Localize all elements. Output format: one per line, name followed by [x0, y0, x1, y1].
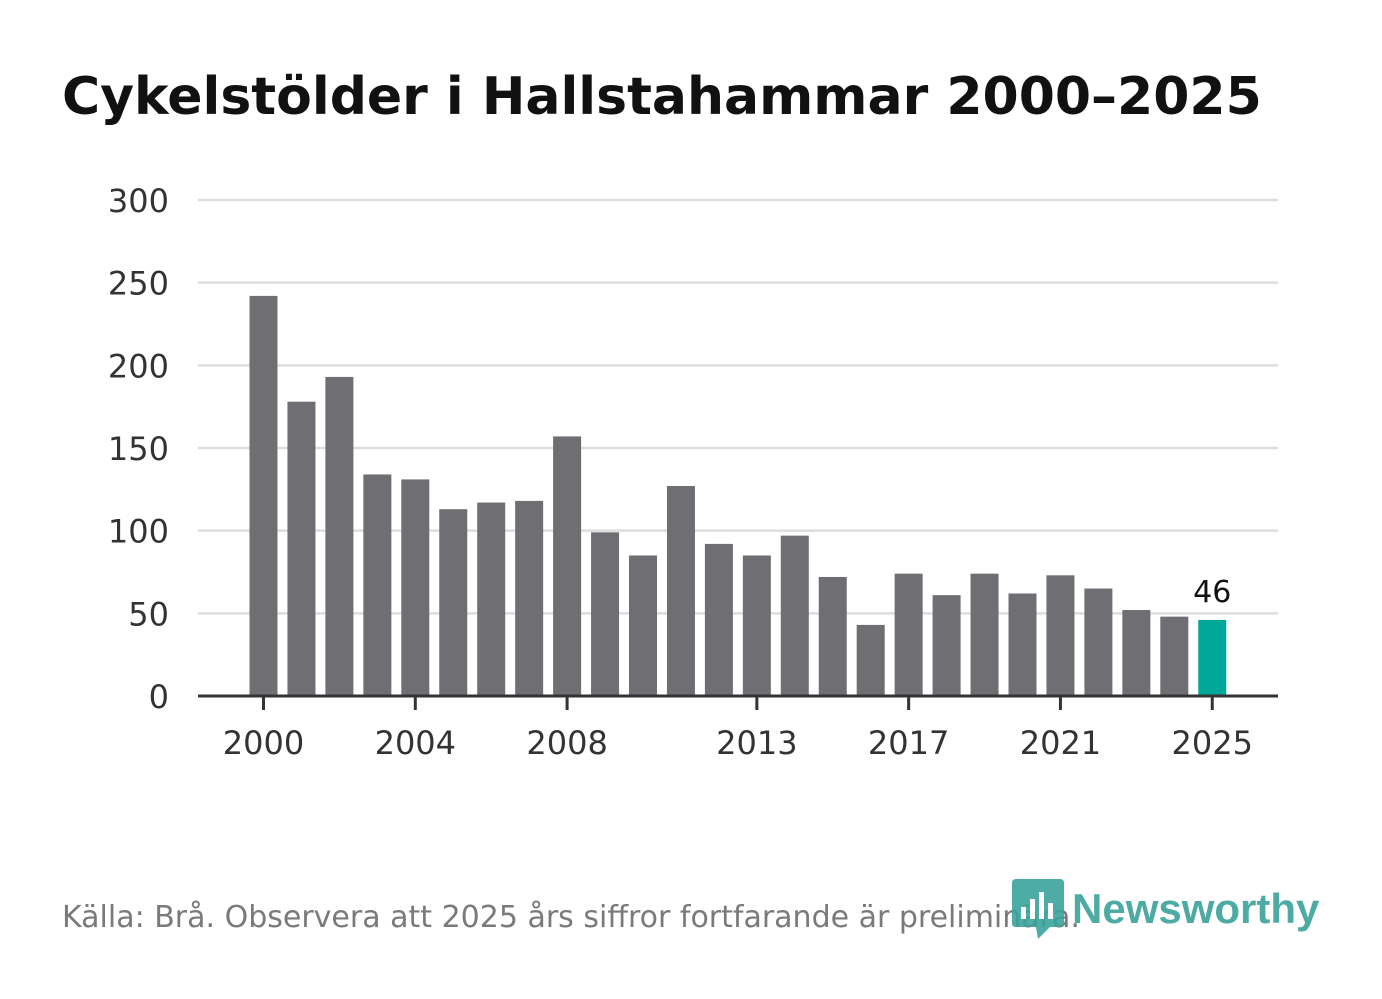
- x-tick-label: 2004: [375, 724, 456, 762]
- x-tick-label: 2013: [716, 724, 797, 762]
- y-tick-label: 150: [108, 430, 169, 468]
- x-tick-label: 2017: [868, 724, 949, 762]
- bar-2009: [591, 532, 620, 696]
- bar-2002: [325, 376, 354, 696]
- bar-2018: [932, 595, 961, 696]
- bar-2023: [1122, 610, 1151, 696]
- y-tick-label: 50: [128, 595, 169, 633]
- chart-title: Cykelstölder i Hallstahammar 2000–2025: [62, 67, 1262, 127]
- bar-2007: [515, 500, 544, 696]
- y-axis-ticks: 0 50 100 150 200 250 300: [108, 182, 169, 716]
- bar-2004: [401, 479, 430, 696]
- gridlines: [198, 198, 1278, 615]
- bar-2019: [970, 573, 999, 696]
- bar-2013: [742, 555, 771, 696]
- bar-2014: [780, 535, 809, 696]
- bar-2011: [666, 486, 695, 696]
- bar-2025: [1198, 619, 1227, 696]
- bar-2020: [1008, 593, 1037, 696]
- logo-wordmark: Newsworthy: [1072, 885, 1320, 932]
- bar-2017: [894, 573, 923, 696]
- bar-2005: [439, 509, 468, 696]
- bar-2008: [553, 436, 582, 696]
- newsworthy-logo-icon: [1012, 879, 1064, 939]
- bars: [249, 295, 1227, 696]
- y-tick-label: 200: [108, 347, 169, 385]
- bar-2001: [287, 401, 316, 696]
- data-labels: 46: [1193, 575, 1231, 610]
- bar-2012: [704, 543, 733, 696]
- bar-2006: [477, 502, 506, 696]
- y-tick-label: 250: [108, 265, 169, 303]
- bar-2010: [629, 555, 657, 696]
- y-tick-label: 100: [108, 513, 169, 551]
- source-note: Källa: Brå. Observera att 2025 års siffr…: [62, 900, 1080, 935]
- bar-2015: [818, 576, 847, 696]
- x-tick-label: 2000: [223, 724, 304, 762]
- bar-2021: [1046, 575, 1075, 696]
- bar-2022: [1084, 588, 1113, 696]
- newsworthy-logo: Newsworthy: [1012, 879, 1319, 939]
- data-label-2025: 46: [1193, 575, 1231, 610]
- x-tick-label: 2021: [1020, 724, 1101, 762]
- x-tick-label: 2008: [526, 724, 607, 762]
- bar-2016: [856, 624, 885, 696]
- y-tick-label: 300: [108, 182, 169, 220]
- bar-2000: [249, 295, 278, 696]
- x-tick-label: 2025: [1172, 724, 1253, 762]
- bar-2003: [363, 474, 392, 696]
- bar-2024: [1160, 616, 1189, 696]
- y-tick-label: 0: [149, 678, 169, 716]
- x-axis-ticks: 2000 2004 2008 2013 2017 2021 2025: [223, 696, 1253, 762]
